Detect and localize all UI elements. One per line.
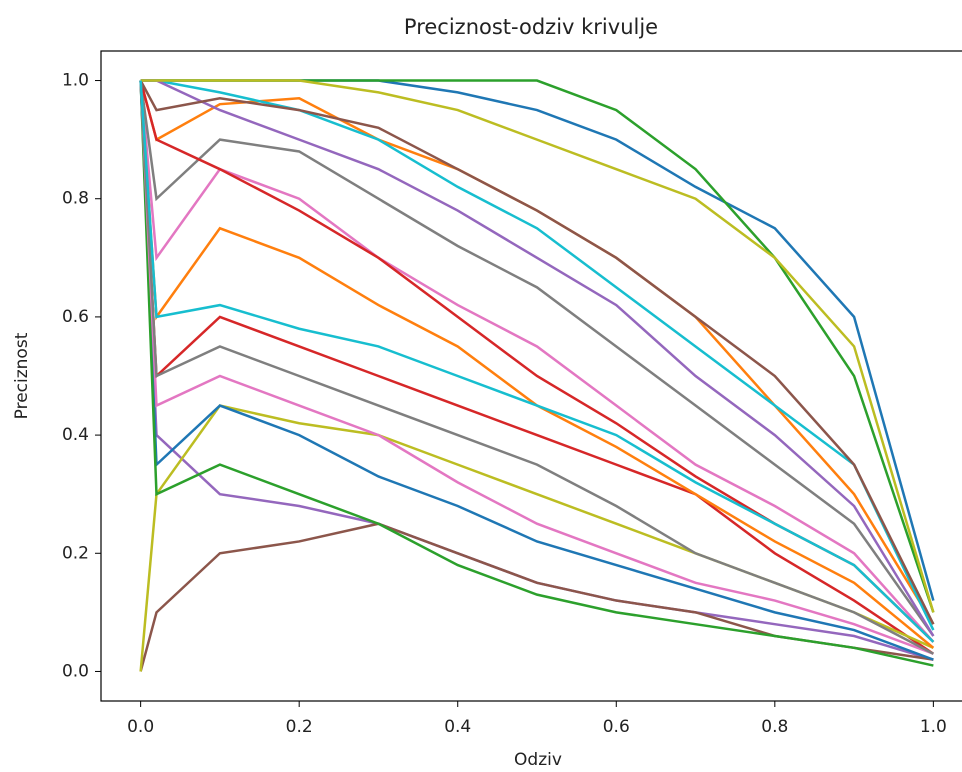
y-tick-label: 0.8 [62, 189, 89, 209]
y-tick-label: 0.4 [62, 425, 89, 445]
pr-curve [139, 80, 934, 661]
pr-curve [139, 79, 935, 625]
pr-curve [139, 80, 935, 643]
x-tick-label: 0.4 [444, 717, 471, 737]
pr-curve [139, 80, 935, 655]
x-tick-label: 0.8 [761, 717, 788, 737]
pr-curve [139, 80, 934, 667]
pr-curve [139, 80, 935, 637]
pr-curve [139, 80, 934, 655]
pr-curve [139, 80, 935, 649]
pr-curve [139, 80, 935, 643]
x-tick-label: 0.0 [127, 717, 154, 737]
pr-curve [140, 79, 935, 613]
pr-curve [139, 80, 934, 655]
plot-frame [100, 50, 962, 702]
x-tick-label: 1.0 [920, 717, 947, 737]
pr-curve [140, 79, 935, 637]
x-tick-label: 0.2 [286, 717, 313, 737]
y-tick-label: 0.2 [62, 543, 89, 563]
y-tick-label: 0.0 [62, 661, 89, 681]
y-tick-label: 0.6 [62, 307, 89, 327]
x-tick-label: 0.6 [603, 717, 630, 737]
chart-title: Preciznost-odziv krivulje [404, 15, 658, 39]
x-axis-label: Odziv [514, 750, 562, 770]
y-axis-label: Preciznost [12, 332, 32, 419]
pr-curve [139, 404, 934, 672]
y-tick-label: 1.0 [62, 71, 89, 91]
pr-curve [139, 80, 934, 661]
pr-curve [140, 79, 935, 631]
